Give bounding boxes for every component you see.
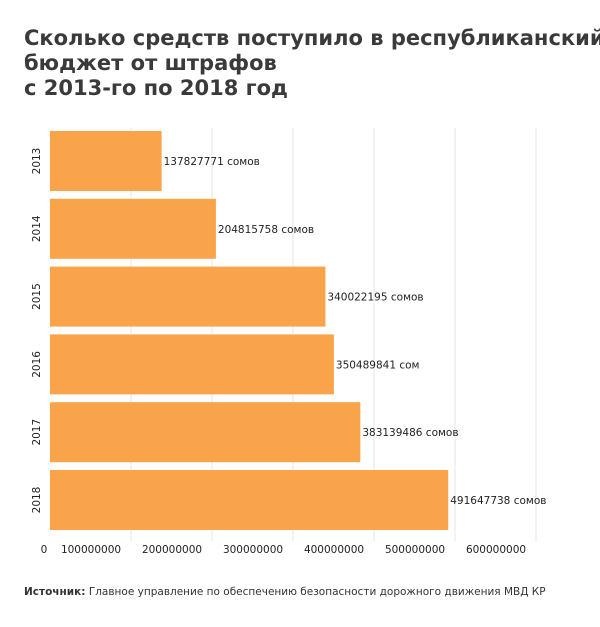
bar-2017 — [50, 402, 361, 463]
source-label: Источник: — [24, 586, 86, 598]
x-tick-label: 100000000 — [61, 544, 121, 556]
bar-2015 — [50, 266, 326, 327]
y-tick-label-2016: 2016 — [31, 351, 43, 378]
x-tick-label: 0 — [41, 544, 48, 556]
source-text: Главное управление по обеспечению безопа… — [88, 586, 546, 598]
x-tick-label: 200000000 — [142, 544, 202, 556]
x-tick-label: 600000000 — [466, 544, 526, 556]
x-tick-label: 500000000 — [385, 544, 445, 556]
bars — [50, 131, 449, 530]
source-note: Источник: Главное управление по обеспече… — [24, 586, 546, 598]
data-labels: 137827771 сомов 204815758 сомов 340022195 … — [164, 156, 547, 507]
y-axis-ticks: 2013 2014 2015 2016 2017 2018 — [31, 148, 43, 514]
x-tick-label: 400000000 — [304, 544, 364, 556]
y-tick-label-2018: 2018 — [31, 487, 43, 514]
chart-title-line-3: с 2013-го по 2018 год — [24, 76, 288, 100]
bar-2014 — [50, 198, 216, 259]
chart-title-line-2: бюджет от штрафов — [24, 51, 277, 75]
y-tick-label-2015: 2015 — [31, 283, 43, 310]
y-tick-label-2014: 2014 — [31, 215, 43, 242]
bar-2016 — [50, 334, 334, 395]
x-tick-label: 300000000 — [223, 544, 283, 556]
x-axis-ticks: 0 100000000 200000000 300000000 400000000 500… — [41, 544, 526, 556]
data-label-2018: 491647738 сомов — [450, 495, 546, 507]
bar-2013 — [50, 131, 162, 191]
y-tick-label-2017: 2017 — [31, 419, 43, 446]
bar-2018 — [50, 470, 449, 530]
data-label-2015: 340022195 сомов — [327, 292, 423, 304]
data-label-2017: 383139486 сомов — [362, 427, 458, 439]
chart-title: Сколько средств поступило в республиканс… — [24, 26, 600, 101]
data-label-2014: 204815758 сомов — [218, 224, 314, 236]
data-label-2013: 137827771 сомов — [164, 156, 260, 168]
data-label-2016: 350489841 сом — [336, 359, 420, 371]
y-tick-label-2013: 2013 — [31, 148, 43, 175]
chart-title-line-1: Сколько средств поступило в республиканс… — [24, 26, 600, 50]
